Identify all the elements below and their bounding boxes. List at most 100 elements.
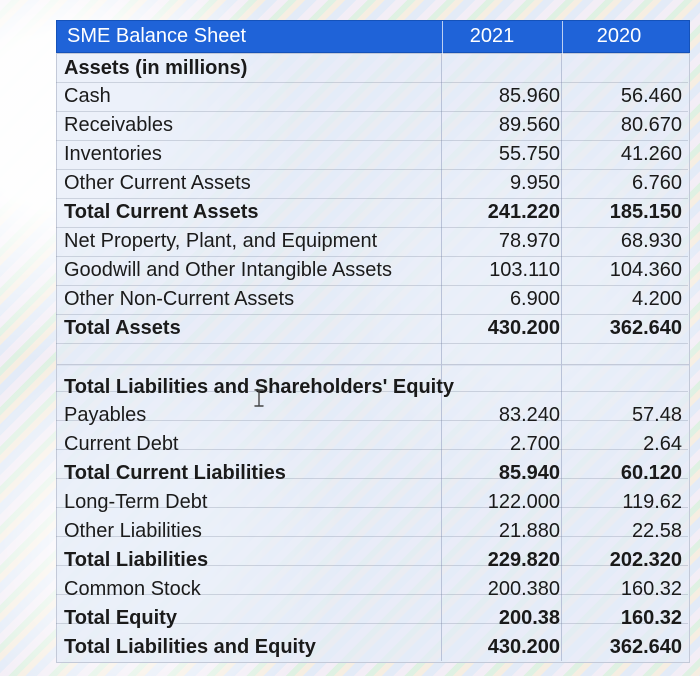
value-2020: 4.200 (631, 288, 682, 310)
liabilities-section-title: Total Liabilities and Shareholders' Equi… (64, 376, 455, 398)
row-label: Total Equity (64, 607, 177, 629)
value-2020: 119.62 (622, 491, 682, 513)
row-label: Total Current Assets (64, 201, 259, 223)
assets-gridline-4 (56, 169, 688, 170)
value-2020: 60.120 (620, 462, 682, 484)
row-label: Cash (64, 85, 111, 107)
table-row: Common Stock 200.380 160.32 (56, 575, 690, 604)
table-row: Other Non-Current Assets 6.900 4.200 (56, 285, 690, 314)
value-2021: 2.700 (509, 433, 560, 455)
row-label: Other Liabilities (64, 520, 202, 542)
row-label: Common Stock (64, 578, 201, 600)
table-row: Other Current Assets 9.950 6.760 (56, 169, 690, 198)
year-2020-header: 2020 (596, 25, 642, 47)
assets-section-title: Assets (in millions) (64, 57, 248, 79)
value-2021: 200.380 (487, 578, 560, 600)
value-2021: 430.200 (487, 636, 560, 658)
value-2021: 6.900 (509, 288, 560, 310)
liabilities-gridline-5 (56, 507, 688, 508)
value-2021: 122.000 (487, 491, 560, 513)
value-2020: 185.150 (609, 201, 682, 223)
value-2020: 160.32 (620, 578, 682, 600)
assets-gridline-8 (56, 285, 688, 286)
assets-gridline-10 (56, 343, 688, 344)
table-row: Total Current Assets 241.220 185.150 (56, 198, 690, 227)
liabilities-gridline-1 (56, 391, 688, 392)
value-2020: 2.64 (643, 433, 682, 455)
row-label: Total Assets (64, 317, 181, 339)
assets-gridline-6 (56, 227, 688, 228)
row-label: Inventories (64, 143, 162, 165)
table-row: Total Assets 430.200 362.640 (56, 314, 690, 343)
row-label: Other Non-Current Assets (64, 288, 295, 310)
value-2020: 56.460 (620, 85, 682, 107)
value-2021: 89.560 (498, 114, 560, 136)
liabilities-block-background (56, 364, 690, 663)
table-row: Total Equity 200.38 160.32 (56, 604, 690, 633)
table-row: Other Liabilities 21.880 22.58 (56, 517, 690, 546)
header-divider-left (442, 21, 443, 54)
value-2021: 85.940 (498, 462, 560, 484)
liabilities-gridline-4 (56, 478, 688, 479)
value-2021: 83.240 (498, 404, 560, 426)
table-row: Total Current Liabilities 85.940 60.120 (56, 459, 690, 488)
table-row: Current Debt 2.700 2.64 (56, 430, 690, 459)
row-label: Current Debt (64, 433, 179, 455)
column-divider-2 (561, 53, 562, 661)
assets-gridline-7 (56, 256, 688, 257)
text-cursor-icon (254, 389, 264, 407)
table-row: Payables 83.240 57.48 (56, 401, 690, 430)
liabilities-gridline-6 (56, 536, 688, 537)
value-2020: 362.640 (609, 317, 682, 339)
value-2021: 9.950 (509, 172, 560, 194)
liabilities-gridline-9 (56, 623, 688, 624)
value-2021: 21.880 (498, 520, 560, 542)
liabilities-gridline-8 (56, 594, 688, 595)
value-2021: 430.200 (487, 317, 560, 339)
value-2020: 202.320 (609, 549, 682, 571)
value-2020: 57.48 (631, 404, 682, 426)
row-label: Payables (64, 404, 147, 426)
row-label: Other Current Assets (64, 172, 251, 194)
value-2021: 103.110 (489, 259, 560, 281)
value-2021: 229.820 (487, 549, 560, 571)
header-divider-right (562, 21, 563, 54)
table-row: Cash 85.960 56.460 (56, 82, 690, 111)
row-label: Goodwill and Other Intangible Assets (64, 259, 392, 281)
text-cursor-icon (251, 388, 267, 408)
value-2020: 362.640 (609, 636, 682, 658)
table-row: Total Liabilities 229.820 202.320 (56, 546, 690, 575)
assets-gridline-3 (56, 140, 688, 141)
value-2020: 104.360 (609, 259, 682, 281)
liabilities-gridline-2 (56, 420, 688, 421)
assets-gridline-1 (56, 82, 688, 83)
row-label: Net Property, Plant, and Equipment (64, 230, 378, 252)
table-row: Long-Term Debt 122.000 119.62 (56, 488, 690, 517)
liabilities-gridline-7 (56, 565, 688, 566)
value-2021: 55.750 (498, 143, 560, 165)
row-label: Long-Term Debt (64, 491, 208, 513)
table-header: SME Balance Sheet 2021 2020 (56, 20, 690, 54)
value-2020: 22.58 (631, 520, 682, 542)
value-2020: 41.260 (620, 143, 682, 165)
value-2021: 85.960 (498, 85, 560, 107)
row-label: Total Liabilities (64, 549, 209, 571)
table-row: Total Liabilities and Equity 430.200 362… (56, 633, 690, 662)
value-2020: 68.930 (620, 230, 682, 252)
year-2021-header: 2021 (469, 25, 515, 47)
assets-block-background (56, 53, 690, 366)
liabilities-gridline-3 (56, 449, 688, 450)
table-title: SME Balance Sheet (67, 25, 246, 47)
assets-gridline-9 (56, 314, 688, 315)
row-label: Receivables (64, 114, 173, 136)
value-2020: 80.670 (620, 114, 682, 136)
value-2020: 6.760 (631, 172, 682, 194)
assets-gridline-2 (56, 111, 688, 112)
table-row: Net Property, Plant, and Equipment 78.97… (56, 227, 690, 256)
row-label: Total Liabilities and Equity (64, 636, 316, 658)
assets-gridline-5 (56, 198, 688, 199)
value-2021: 78.970 (498, 230, 560, 252)
column-divider-1 (441, 53, 442, 661)
table-row: Receivables 89.560 80.670 (56, 111, 690, 140)
table-row: Goodwill and Other Intangible Assets 103… (56, 256, 690, 285)
